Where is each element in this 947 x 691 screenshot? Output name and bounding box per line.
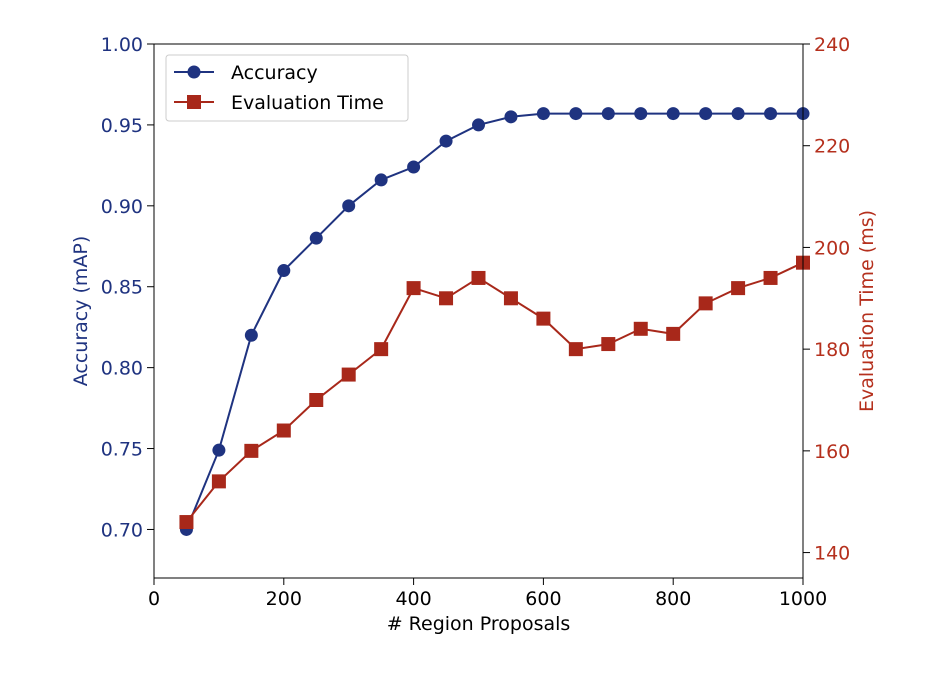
legend-evaltime-marker (187, 95, 201, 109)
left-y-tick-label: 0.70 (101, 519, 143, 541)
accuracy-point (634, 107, 648, 121)
accuracy-point (212, 443, 226, 457)
legend-accuracy-label: Accuracy (231, 62, 318, 84)
evaluation-time-point (211, 474, 226, 489)
accuracy-point (374, 173, 388, 187)
left-y-axis-title: Accuracy (mAP) (70, 236, 92, 387)
evaluation-time-point (666, 326, 681, 341)
x-tick-label: 600 (525, 588, 561, 610)
legend-accuracy-marker (187, 65, 201, 79)
accuracy-point (601, 107, 615, 121)
accuracy-point (666, 107, 680, 121)
legend-evaltime-label: Evaluation Time (231, 92, 384, 114)
accuracy-point (342, 199, 356, 213)
accuracy-point (536, 107, 550, 121)
plot-area (154, 44, 803, 578)
x-axis-title: # Region Proposals (387, 613, 571, 635)
accuracy-point (472, 118, 485, 132)
legend-frame (165, 54, 409, 122)
x-tick-label: 200 (266, 588, 302, 610)
evaluation-time-point (276, 423, 291, 438)
right-y-axis-title: Evaluation Time (ms) (856, 210, 878, 412)
evaluation-time-point (309, 393, 324, 407)
evaluation-time-point (633, 321, 648, 336)
x-tick-label: 1000 (779, 588, 827, 610)
evaluation-time-point (503, 291, 518, 306)
evaluation-time-point (536, 311, 551, 326)
evaluation-time-point (568, 342, 583, 357)
accuracy-point (764, 107, 778, 121)
accuracy-point (731, 107, 745, 121)
evaluation-time-point (731, 281, 746, 296)
right-y-tick-label: 220 (814, 136, 850, 158)
x-tick-label: 400 (395, 588, 431, 610)
right-y-tick-label: 240 (814, 34, 850, 56)
evaluation-time-point (698, 296, 713, 311)
left-y-tick-label: 1.00 (101, 34, 143, 56)
accuracy-point (277, 264, 291, 278)
evaluation-time-point (601, 337, 616, 352)
accuracy-point (309, 231, 323, 245)
evaluation-time-point (439, 291, 454, 306)
evaluation-time-point (763, 270, 778, 285)
left-y-tick-label: 0.90 (101, 196, 143, 218)
right-y-tick-label: 140 (814, 543, 850, 565)
accuracy-point (407, 160, 421, 174)
right-y-tick-label: 160 (814, 441, 850, 463)
evaluation-time-point (406, 281, 421, 296)
accuracy-point (244, 328, 258, 342)
accuracy-point (699, 107, 713, 121)
accuracy-point (504, 110, 518, 124)
evaluation-time-point (374, 342, 389, 357)
evaluation-time-point (179, 515, 194, 530)
evaluation-time-point (244, 443, 259, 458)
left-y-tick-label: 0.85 (101, 277, 143, 299)
accuracy-point (439, 134, 453, 148)
left-y-tick-label: 0.80 (101, 358, 143, 380)
legend: Accuracy Evaluation Time (165, 54, 409, 122)
evaluation-time-point (341, 367, 356, 382)
right-y-tick-label: 180 (814, 339, 850, 361)
accuracy-point (569, 107, 583, 121)
left-y-tick-label: 0.75 (101, 439, 143, 461)
right-y-tick-label: 200 (814, 237, 850, 259)
x-tick-label: 0 (148, 588, 160, 610)
left-y-tick-label: 0.95 (101, 115, 143, 137)
x-tick-label: 800 (655, 588, 691, 610)
evaluation-time-point (471, 270, 486, 285)
